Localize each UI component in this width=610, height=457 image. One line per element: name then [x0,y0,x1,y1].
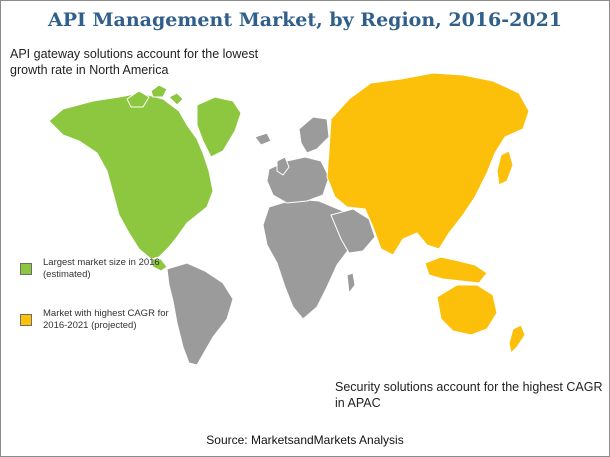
arctic-island-2 [150,84,168,98]
new-zealand [508,324,526,355]
iceland [254,132,272,146]
map-title: API Management Market, by Region, 2016-2… [47,9,563,31]
greenland [196,96,242,158]
north-america-note: API gateway solutions account for the lo… [10,47,259,77]
legend-swatch-green [20,263,32,275]
north-america-mainland [48,92,214,260]
asia-mainland [326,72,530,256]
africa [262,198,354,320]
southeast-asia-islands [424,256,488,284]
central-america [150,258,168,272]
madagascar [346,272,356,295]
british-isles [276,156,290,176]
region-north-america [48,84,242,272]
south-america [166,262,234,366]
source-credit: Source: MarketsandMarkets Analysis [206,433,404,447]
region-asia-pacific [326,72,530,355]
europe [266,156,330,204]
australia [436,284,498,336]
arctic-island-3 [168,92,184,106]
region-rest-of-world [166,116,376,366]
legend-label-highest-cagr: Market with highest CAGR for 2016-2021 (… [43,308,169,331]
arctic-island-1 [126,90,150,108]
legend-swatch-orange [20,314,32,326]
middle-east [330,208,376,254]
apac-note: Security solutions account for the highe… [335,380,603,410]
scandinavia [298,116,330,154]
legend-label-largest-market: Largest market size in 2016 (estimated) [43,257,160,280]
japan [496,150,514,186]
